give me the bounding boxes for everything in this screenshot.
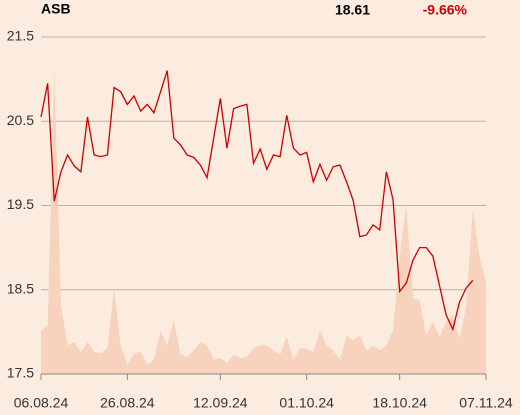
symbol: ASB (41, 1, 71, 17)
x-tick-label: 01.10.24 (279, 395, 334, 411)
volume-area (41, 69, 486, 375)
last-price: 18.61 (335, 2, 370, 18)
x-tick-label: 12.09.24 (193, 395, 248, 411)
y-tick-label: 20.5 (7, 112, 34, 128)
price-line (40, 70, 474, 332)
x-tick-label: 06.08.24 (14, 395, 69, 411)
y-tick-label: 21.5 (7, 28, 34, 44)
y-tick-label: 19.5 (7, 196, 34, 212)
x-tick-label: 26.08.24 (100, 395, 155, 411)
x-tick-label: 18.10.24 (372, 395, 427, 411)
x-tick-label: 07.11.24 (459, 395, 513, 411)
y-tick-label: 18.5 (7, 280, 34, 296)
y-tick-label: 17.5 (7, 365, 34, 381)
change: -9.66% (423, 2, 468, 18)
